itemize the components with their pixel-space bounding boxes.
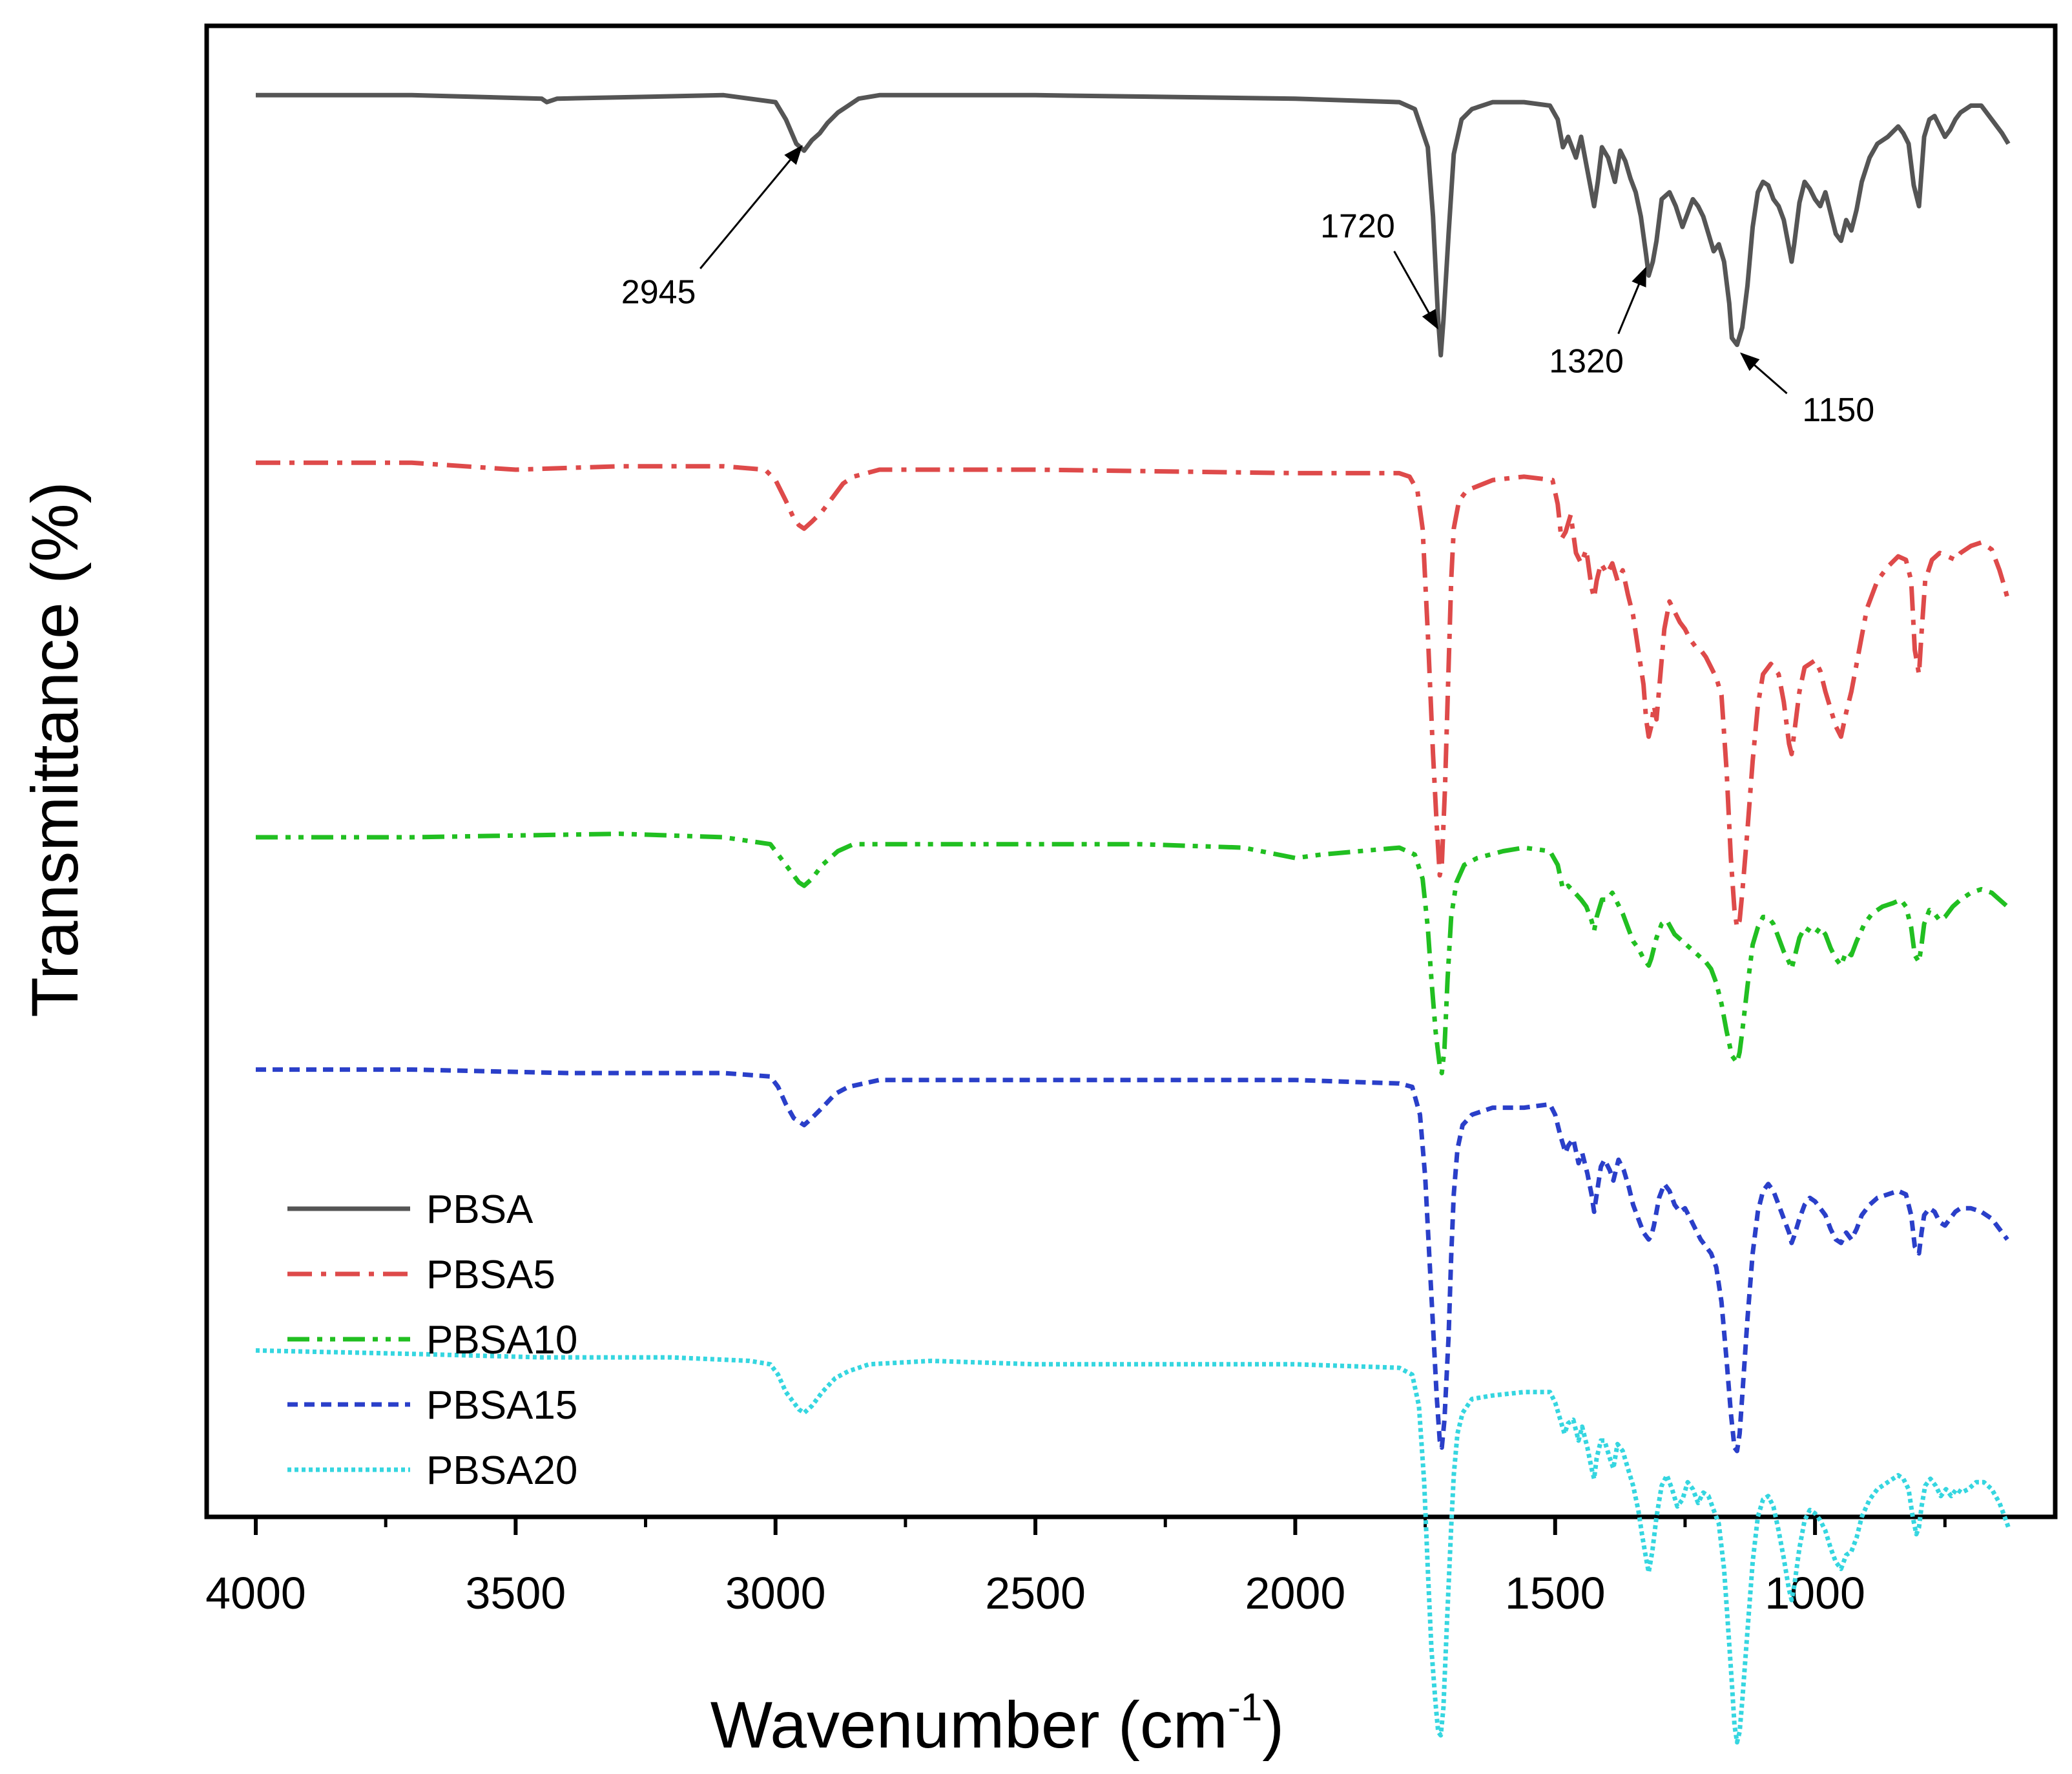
peak-annotations: 2945 1720 1320 1150 [621, 145, 1874, 429]
legend-label-pbsa10: PBSA10 [426, 1318, 577, 1362]
legend-label-pbsa20: PBSA20 [426, 1448, 577, 1493]
peak-label-1150: 1150 [1802, 391, 1874, 429]
legend-label-pbsa15: PBSA15 [426, 1383, 577, 1428]
x-tick-label: 1000 [1765, 1568, 1865, 1618]
x-tick-label: 2500 [985, 1568, 1086, 1618]
x-tick-label: 2000 [1245, 1568, 1346, 1618]
x-tick-label: 3500 [465, 1568, 566, 1618]
peak-label-1720: 1720 [1320, 207, 1395, 245]
series-line-pbsa10 [256, 831, 2009, 1076]
series-line-pbsa20 [255, 1348, 2011, 1745]
series-line-pbsa [256, 92, 2011, 358]
spectra [255, 92, 2011, 1745]
peak-arrow-1150 [1739, 352, 1788, 395]
x-axis-title-main: Wavenumber (cm [710, 1688, 1228, 1762]
x-axis-title: Wavenumber (cm-1) [710, 1685, 1284, 1762]
x-axis-tick-labels: 4000 3500 3000 2500 2000 1500 1000 [205, 1568, 1865, 1618]
legend-label-pbsa: PBSA [426, 1187, 534, 1232]
peak-arrow-1720 [1393, 251, 1438, 330]
y-axis-title: Transmittance (%) [18, 481, 92, 1017]
legend-label-pbsa5: PBSA5 [426, 1253, 555, 1297]
peak-label-1320: 1320 [1549, 343, 1624, 381]
x-tick-label: 3000 [725, 1568, 826, 1618]
x-axis-title-superscript: -1 [1228, 1685, 1262, 1729]
peak-arrow-1320 [1617, 266, 1647, 335]
legend: PBSA PBSA5 PBSA10 PBSA15 PBSA20 [287, 1187, 577, 1493]
plot-frame [204, 23, 2058, 1519]
x-axis-ticks [254, 1517, 1947, 1535]
peak-label-2945: 2945 [621, 273, 696, 311]
x-tick-label: 4000 [205, 1568, 306, 1618]
peak-arrow-2945 [699, 145, 803, 269]
series-line-pbsa15 [256, 1067, 2009, 1454]
series-line-pbsa5 [256, 460, 2011, 930]
x-tick-label: 1500 [1505, 1568, 1606, 1618]
x-axis-title-close: ) [1262, 1688, 1284, 1762]
